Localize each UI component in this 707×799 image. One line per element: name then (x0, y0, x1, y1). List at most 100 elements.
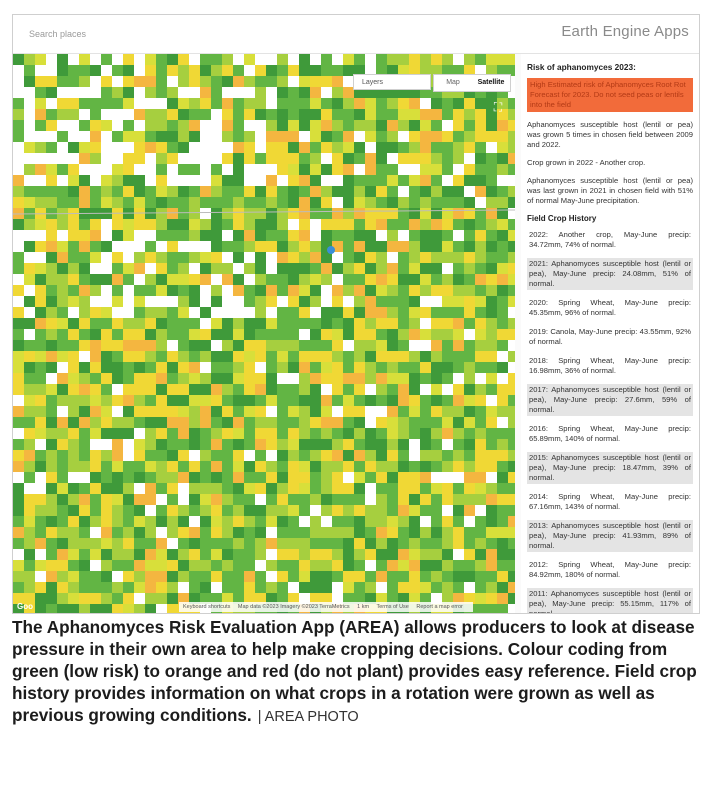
map-field (365, 175, 376, 186)
map-field (112, 329, 123, 340)
map-field (376, 208, 387, 219)
map-field (387, 65, 398, 76)
map-field (112, 164, 123, 175)
map-field (167, 362, 178, 373)
map-field (233, 395, 244, 406)
map-attribution: Keyboard shortcuts Map data ©2023 Imager… (179, 602, 473, 612)
map-field (497, 538, 508, 549)
map-field (255, 494, 266, 505)
map-field (332, 186, 343, 197)
map-field (365, 274, 376, 285)
map-field (365, 164, 376, 175)
map-field (112, 98, 123, 109)
map-field (13, 428, 24, 439)
map-field (233, 439, 244, 450)
map-field (233, 538, 244, 549)
risk-map[interactable]: Layers Map Satellite ⛶ Goo Keyboard shor… (13, 54, 515, 613)
map-field (167, 54, 178, 65)
map-field (68, 373, 79, 384)
map-field (156, 54, 167, 65)
map-field (90, 428, 101, 439)
map-field (244, 65, 255, 76)
map-field (464, 461, 475, 472)
map-field (24, 505, 35, 516)
map-field (321, 54, 332, 65)
map-field (123, 593, 134, 604)
map-field (156, 164, 167, 175)
map-field (266, 571, 277, 582)
map-field (387, 560, 398, 571)
map-field (431, 318, 442, 329)
map-field (57, 142, 68, 153)
map-field (112, 571, 123, 582)
map-field (332, 98, 343, 109)
map-field (24, 373, 35, 384)
map-field (68, 296, 79, 307)
map-field (387, 362, 398, 373)
map-field (299, 516, 310, 527)
map-field (156, 252, 167, 263)
map-field (354, 252, 365, 263)
map-type-satellite[interactable]: Satellite (477, 79, 505, 86)
map-field (321, 472, 332, 483)
map-field (442, 340, 453, 351)
map-field (57, 571, 68, 582)
keyboard-shortcuts-link[interactable]: Keyboard shortcuts (183, 604, 231, 610)
map-field (13, 131, 24, 142)
map-field (354, 208, 365, 219)
map-field (486, 571, 497, 582)
map-field (13, 98, 24, 109)
map-field (321, 153, 332, 164)
map-field (255, 76, 266, 87)
map-field (35, 142, 46, 153)
selected-field-marker[interactable] (327, 246, 335, 254)
map-field (244, 208, 255, 219)
map-field (343, 340, 354, 351)
map-field (464, 87, 475, 98)
map-field (464, 362, 475, 373)
map-field (464, 406, 475, 417)
map-field (420, 98, 431, 109)
fullscreen-icon[interactable]: ⛶ (493, 100, 503, 114)
map-field (244, 483, 255, 494)
map-field (277, 593, 288, 604)
map-field (299, 439, 310, 450)
map-field (68, 65, 79, 76)
map-field (35, 87, 46, 98)
map-field (475, 230, 486, 241)
map-field (35, 120, 46, 131)
map-field (134, 318, 145, 329)
map-field (178, 252, 189, 263)
map-field (145, 142, 156, 153)
map-field (299, 219, 310, 230)
map-field (68, 505, 79, 516)
map-field (431, 340, 442, 351)
map-field (24, 54, 35, 65)
map-field (354, 296, 365, 307)
layers-button[interactable]: Layers (353, 74, 431, 90)
map-field (332, 76, 343, 87)
report-error-link[interactable]: Report a map error (416, 604, 463, 610)
map-field (299, 186, 310, 197)
map-field (167, 285, 178, 296)
map-type-map[interactable]: Map (446, 79, 460, 86)
map-field (365, 219, 376, 230)
map-field (387, 406, 398, 417)
search-input[interactable]: Search places (29, 29, 87, 39)
map-field (211, 120, 222, 131)
map-field (35, 373, 46, 384)
map-field (112, 175, 123, 186)
map-field (244, 252, 255, 263)
map-field (442, 505, 453, 516)
map-field (24, 582, 35, 593)
map-field (508, 373, 515, 384)
map-field (398, 472, 409, 483)
map-field (255, 54, 266, 65)
map-field (299, 560, 310, 571)
history-item: 2016: Spring Wheat, May-June precip: 65.… (529, 424, 691, 443)
map-field (453, 54, 464, 65)
map-field (442, 450, 453, 461)
map-field (431, 549, 442, 560)
terms-link[interactable]: Terms of Use (376, 604, 409, 610)
map-field (57, 560, 68, 571)
